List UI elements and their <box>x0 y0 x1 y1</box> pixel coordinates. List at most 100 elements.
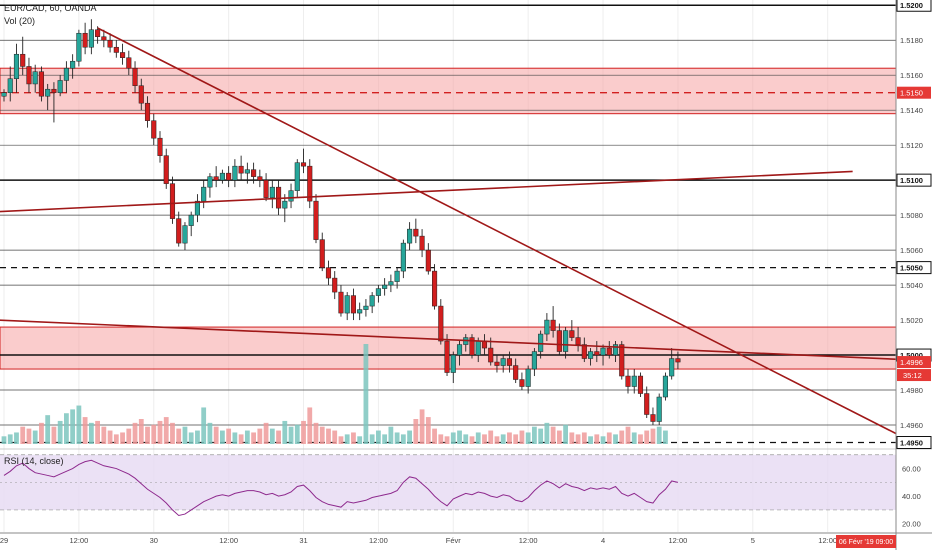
candle-body <box>538 333 544 352</box>
volume-bar <box>101 426 107 444</box>
candle-body <box>550 319 556 331</box>
candle-body <box>107 39 113 48</box>
candle-body <box>531 351 537 370</box>
candle <box>101 29 107 48</box>
time-tick-label: Févr <box>446 536 462 545</box>
candle-body <box>194 200 200 216</box>
price-tick-label: 1.5180 <box>900 36 923 45</box>
volume-bar <box>326 428 331 444</box>
volume-bar <box>26 428 32 444</box>
volume-bar <box>294 424 300 444</box>
candle-body <box>513 365 519 380</box>
price-tick-label: 1.5140 <box>900 106 923 115</box>
price-tick-label: 1.5080 <box>900 211 923 220</box>
candle <box>138 78 144 111</box>
candle-body <box>313 200 319 240</box>
volume-bar <box>363 344 369 444</box>
candle-body <box>394 270 400 282</box>
volume-bar <box>64 413 69 444</box>
volume-bar <box>1 436 7 444</box>
chart-title: EUR/CAD, 60, OANDA <box>4 3 97 13</box>
candle <box>269 180 275 209</box>
candle <box>363 299 369 317</box>
candle-body <box>488 347 494 363</box>
time-tick-label: 5 <box>751 536 755 545</box>
volume-bar <box>95 420 100 444</box>
candle <box>157 131 163 163</box>
candle <box>163 148 169 189</box>
candle <box>226 166 232 188</box>
candle-body <box>238 165 244 174</box>
candle-body <box>244 169 250 174</box>
level-label: 1.5200 <box>900 1 923 10</box>
rsi-line <box>3 459 679 516</box>
volume-bar <box>195 430 200 444</box>
volume-bar <box>407 430 412 444</box>
candle <box>394 267 400 289</box>
candle-body <box>7 78 13 93</box>
candle-body <box>45 88 51 97</box>
volume-bar <box>288 426 294 444</box>
candle <box>469 334 475 359</box>
candle-body <box>163 155 169 184</box>
candle-body <box>70 60 76 69</box>
volume-bar <box>32 430 38 444</box>
candle-body <box>263 179 269 198</box>
candle-body <box>637 375 644 394</box>
volume-bar <box>338 436 344 444</box>
candle <box>120 43 126 65</box>
candle <box>456 341 463 366</box>
volume-bar <box>482 434 487 444</box>
candle-body <box>382 284 388 289</box>
volume-bar <box>238 434 244 444</box>
candle <box>95 26 101 44</box>
volume-bar <box>382 434 388 444</box>
volume-bar <box>575 434 581 444</box>
time-tick-label: 4 <box>601 536 605 545</box>
candle <box>232 159 238 188</box>
candle-body <box>269 186 275 198</box>
candle <box>556 323 562 356</box>
volume-bar <box>600 436 606 444</box>
candle <box>38 66 44 102</box>
price-axis[interactable]: 1.5200 1.5180 1.5160 1.5150 1.5140 1.5120 1.51… <box>895 0 932 550</box>
candle-body <box>257 176 263 181</box>
trendlines <box>0 27 922 435</box>
zone-level-label: 1.5150 <box>900 89 923 98</box>
candle-body <box>88 29 94 48</box>
volume-bar <box>313 422 319 444</box>
candle-body <box>226 172 232 181</box>
candle <box>606 341 612 359</box>
volume-bar <box>594 434 600 444</box>
candle <box>319 232 325 272</box>
volume-bar <box>563 424 568 444</box>
candle-body <box>338 291 344 314</box>
volume-bar <box>120 432 125 444</box>
candle-body <box>101 36 107 41</box>
candle <box>369 292 375 314</box>
candle-body <box>300 162 307 167</box>
candle-body <box>325 267 332 279</box>
volume-bar <box>232 432 238 444</box>
time-tick-label: 12:00 <box>519 536 538 545</box>
candle-body <box>407 228 413 244</box>
candle-body <box>388 281 394 286</box>
candle <box>506 351 512 373</box>
candle-body <box>63 67 69 81</box>
candle-body <box>400 242 406 272</box>
candle-body <box>13 53 20 79</box>
candle <box>344 292 350 321</box>
volume-bar <box>606 432 612 444</box>
candle-body <box>169 183 176 219</box>
time-axis[interactable]: 29 12:00 30 12:00 31 12:00 Févr 12:00 4 12:00 5 12:… <box>0 532 932 548</box>
candle <box>631 369 637 394</box>
volume-legend: Vol (20) <box>4 16 36 26</box>
candle-body <box>588 351 594 359</box>
volume-bar <box>220 430 225 444</box>
candle-body <box>251 169 257 177</box>
candle-body <box>363 305 369 310</box>
candle <box>563 327 569 359</box>
candle <box>569 320 575 342</box>
candle <box>419 229 425 258</box>
